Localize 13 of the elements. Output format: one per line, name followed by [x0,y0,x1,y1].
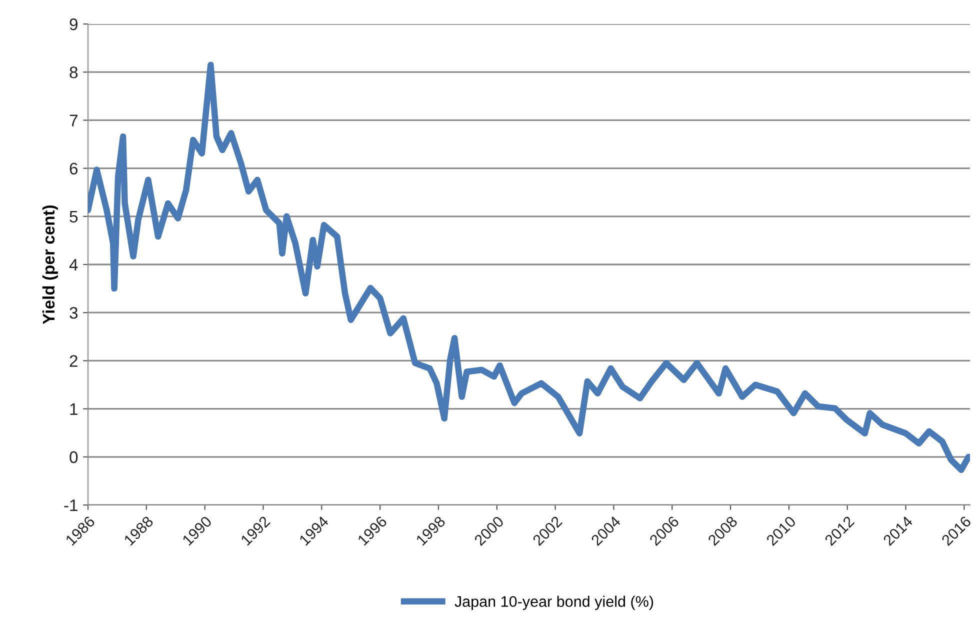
legend-label: Japan 10-year bond yield (%) [454,596,654,610]
y-tick-label: 7 [70,114,78,126]
y-tick-label: 2 [70,355,78,367]
y-tick-label: 3 [70,307,78,319]
y-tick-label: 9 [70,18,78,30]
y-axis-title: Yield (per cent) [42,205,58,324]
y-tick-label: -1 [64,500,78,512]
y-tick-label: 8 [70,66,78,78]
y-tick-label: 6 [70,162,78,175]
y-tick-label: 0 [70,451,78,464]
y-tick-label: 4 [69,259,78,271]
y-tick-label: 1 [70,403,78,415]
y-tick-label: 5 [70,210,78,223]
